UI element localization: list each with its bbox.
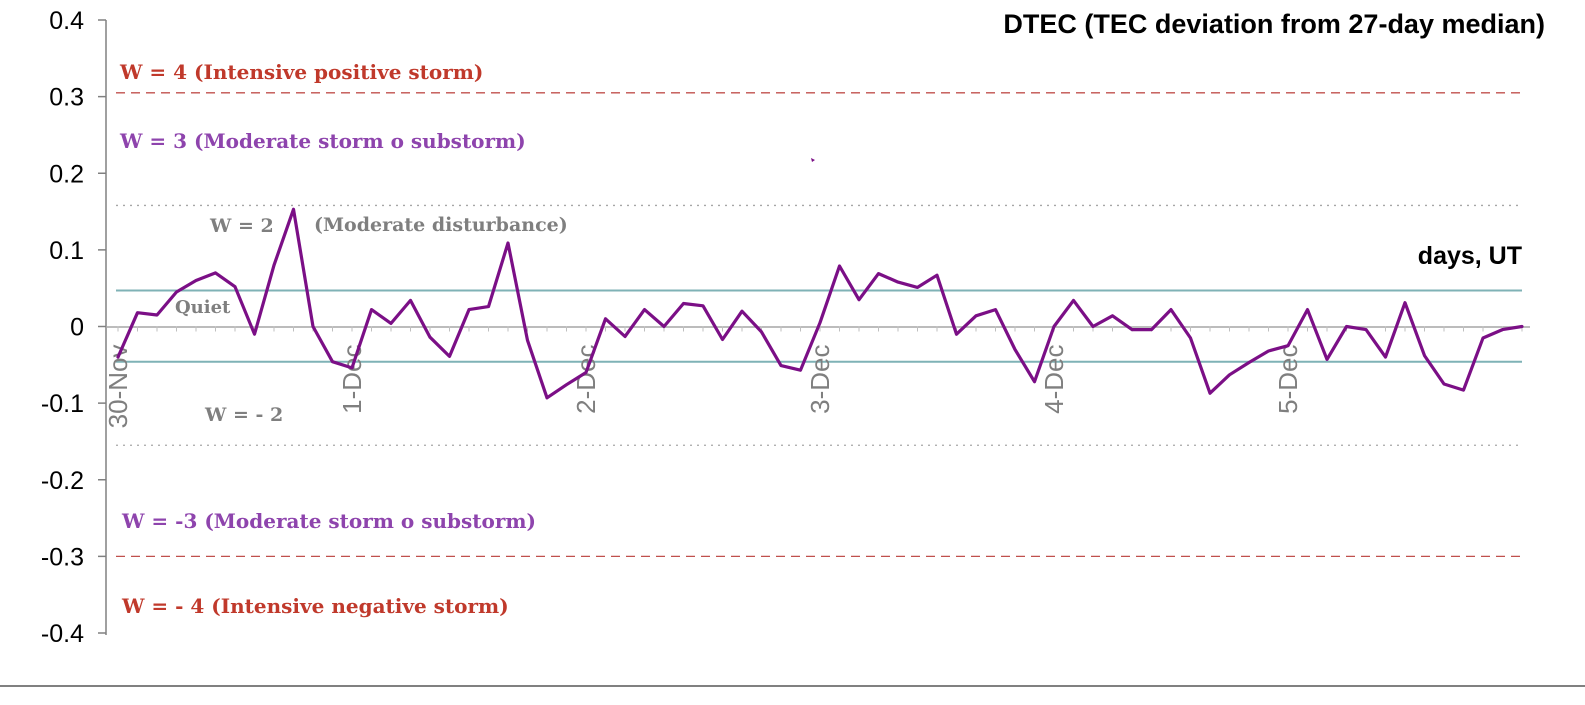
y-tick-label: 0.4 — [49, 7, 84, 35]
annotations: W = 4 (Intensive positive storm) W = 3 (… — [119, 60, 568, 618]
x-tick-label: 1-Dec — [337, 345, 367, 414]
y-tick-label: -0.3 — [41, 543, 84, 571]
annotation-w3-negative: W = -3 (Moderate storm o substorm) — [121, 509, 536, 533]
y-tick-label: 0.2 — [49, 160, 84, 188]
y-tick-label: 0.3 — [49, 84, 84, 112]
annotation-w-minus-2: W = - 2 — [204, 404, 283, 426]
chart-title: DTEC (TEC deviation from 27-day median) — [1003, 9, 1545, 39]
annotation-w4-negative: W = - 4 (Intensive negative storm) — [121, 594, 509, 618]
x-axis-label: days, UT — [1418, 242, 1522, 270]
series-group — [116, 207, 1524, 400]
annotation-w2: W = 2 — [209, 215, 274, 237]
x-axis: 30-Nov 1-Dec 2-Dec 3-Dec 4-Dec 5-Dec — [103, 326, 1530, 428]
annotation-w3-positive: W = 3 (Moderate storm o substorm) — [119, 129, 526, 153]
x-tick-label: 3-Dec — [805, 345, 835, 414]
y-tick-label: -0.4 — [41, 620, 84, 648]
y-tick-label: 0.1 — [49, 237, 84, 265]
x-tick-label: 5-Dec — [1273, 345, 1303, 414]
reference-lines — [116, 92, 1522, 558]
annotation-moderate-disturbance: (Moderate disturbance) — [314, 214, 568, 236]
y-tick-label: -0.1 — [41, 390, 84, 418]
stray-mark — [811, 158, 815, 162]
y-tick-label: -0.2 — [41, 467, 84, 495]
annotation-quiet: Quiet — [175, 297, 231, 318]
dtec-series-line — [116, 207, 1524, 400]
y-axis: 0.4 0.3 0.2 0.1 0 -0.1 -0.2 -0.3 -0.4 — [41, 7, 107, 648]
y-tick-label: 0 — [70, 314, 84, 342]
annotation-w4-positive: W = 4 (Intensive positive storm) — [119, 60, 483, 84]
